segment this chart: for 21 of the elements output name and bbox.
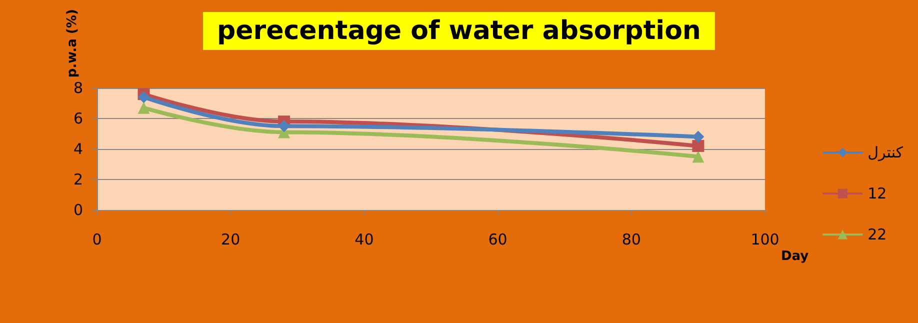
legend-label: كنترل xyxy=(868,144,904,162)
point xyxy=(692,150,704,163)
x-tick-label: 0 xyxy=(92,230,102,248)
y-tick-label: 8 xyxy=(73,79,83,97)
point xyxy=(138,91,150,104)
y-tick-label: 4 xyxy=(73,140,83,158)
y-axis-title: p.w.a (%) xyxy=(65,9,80,78)
legend-label: 22 xyxy=(868,226,887,244)
x-tick-label: 80 xyxy=(622,230,641,248)
x-tick-label: 20 xyxy=(221,230,240,248)
y-tick-label: 6 xyxy=(73,110,83,128)
x-tick-label: 40 xyxy=(354,230,374,248)
y-tick-label: 2 xyxy=(73,170,83,188)
point xyxy=(138,102,150,114)
x-axis-title: Day xyxy=(781,249,810,264)
x-tick-label: 100 xyxy=(750,230,780,248)
x-tick-label: 60 xyxy=(488,230,508,248)
chart-title: perecentage of water absorption xyxy=(217,16,701,46)
point xyxy=(692,140,704,152)
y-tick-label: 0 xyxy=(73,201,83,219)
legend-label: 12 xyxy=(868,184,887,202)
